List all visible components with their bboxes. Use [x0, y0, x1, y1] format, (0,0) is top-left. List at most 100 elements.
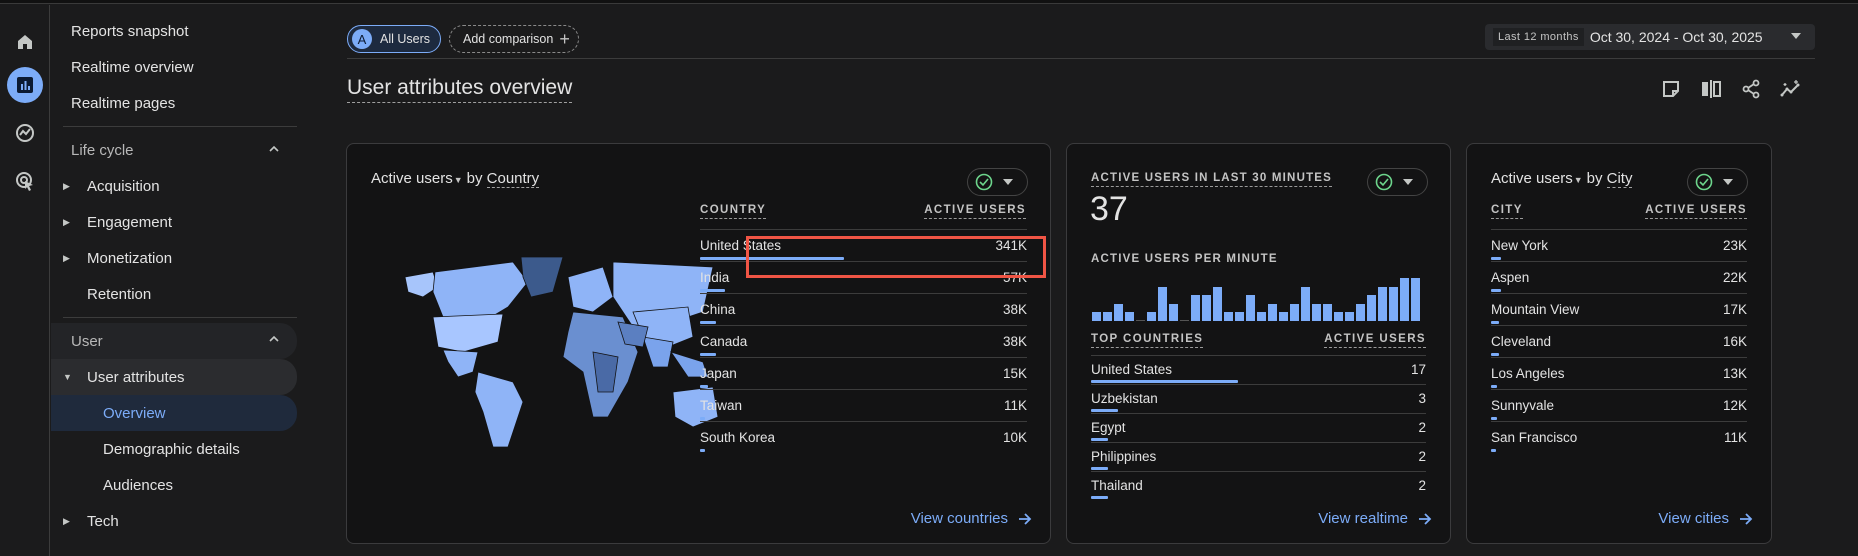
minute-bar[interactable]: [1312, 303, 1321, 321]
nav-monetization[interactable]: ▶ Monetization: [63, 249, 173, 267]
table-row[interactable]: United States 17: [1091, 355, 1426, 384]
minute-bar[interactable]: [1323, 303, 1332, 321]
table-row[interactable]: Los Angeles 13K: [1491, 357, 1747, 389]
dimension-label[interactable]: City: [1606, 170, 1633, 188]
minute-bar[interactable]: [1411, 278, 1420, 321]
table-row[interactable]: Thailand 2: [1091, 471, 1426, 500]
rail-reports[interactable]: [7, 67, 43, 103]
nav-audiences[interactable]: Audiences: [103, 476, 174, 494]
minute-bar[interactable]: [1268, 303, 1277, 321]
rail-explore[interactable]: [7, 115, 43, 151]
rail-advertising[interactable]: [7, 163, 43, 199]
date-range-picker[interactable]: Last 12 months Oct 30, 2024 - Oct 30, 20…: [1485, 24, 1815, 50]
nav-overview[interactable]: Overview: [51, 395, 297, 431]
minute-bar[interactable]: [1169, 303, 1178, 321]
table-row[interactable]: San Francisco 11K: [1491, 421, 1747, 453]
minute-bar[interactable]: [1235, 312, 1244, 321]
minute-bar[interactable]: [1334, 312, 1343, 321]
minute-bar[interactable]: [1147, 312, 1156, 321]
icon-rail: [0, 5, 50, 556]
minute-bar[interactable]: [1356, 303, 1365, 321]
minute-bar[interactable]: [1191, 295, 1200, 321]
table-row[interactable]: China 38K: [700, 293, 1027, 325]
collapse-arrow-icon: ▼: [63, 372, 72, 382]
minute-bar[interactable]: [1246, 295, 1255, 321]
insights-button[interactable]: [1778, 76, 1804, 102]
realtime-title[interactable]: ACTIVE USERS IN LAST 30 MINUTES: [1091, 172, 1333, 187]
metric-selector[interactable]: Active users: [1491, 170, 1573, 187]
table-row[interactable]: Egypt 2: [1091, 413, 1426, 442]
minute-bar[interactable]: [1180, 320, 1189, 321]
world-map[interactable]: [403, 252, 723, 452]
nav-realtime-pages[interactable]: Realtime pages: [71, 94, 176, 112]
minute-bar[interactable]: [1158, 286, 1167, 321]
nav-acquisition[interactable]: ▶ Acquisition: [63, 177, 160, 195]
data-quality-button[interactable]: [1687, 168, 1748, 196]
table-row[interactable]: Cleveland 16K: [1491, 325, 1747, 357]
minute-bar[interactable]: [1279, 312, 1288, 321]
minute-bar[interactable]: [1367, 295, 1376, 321]
rail-home[interactable]: [7, 24, 43, 60]
compare-button[interactable]: [1698, 76, 1724, 102]
minute-bar[interactable]: [1114, 303, 1123, 321]
metric-selector[interactable]: Active users: [371, 170, 453, 187]
data-quality-button[interactable]: [1367, 168, 1428, 196]
note-button[interactable]: [1658, 76, 1684, 102]
col-top-countries[interactable]: TOP COUNTRIES: [1091, 333, 1204, 348]
view-realtime-link[interactable]: View realtime: [1318, 510, 1432, 527]
nav-realtime-overview[interactable]: Realtime overview: [71, 58, 194, 76]
value-bar: [1091, 496, 1108, 499]
minute-bar[interactable]: [1213, 286, 1222, 321]
minute-bar[interactable]: [1389, 286, 1398, 321]
minute-bar[interactable]: [1257, 312, 1266, 321]
minute-bar[interactable]: [1400, 278, 1409, 321]
table-row[interactable]: Sunnyvale 12K: [1491, 389, 1747, 421]
add-comparison-button[interactable]: Add comparison +: [449, 25, 579, 53]
page-title[interactable]: User attributes overview: [347, 76, 573, 103]
per-minute-chart[interactable]: [1092, 277, 1420, 321]
col-active-users[interactable]: ACTIVE USERS: [1645, 204, 1747, 219]
col-active-users[interactable]: ACTIVE USERS: [924, 204, 1026, 219]
caret-down-icon[interactable]: ▼: [453, 175, 463, 185]
minute-bar[interactable]: [1345, 312, 1354, 321]
minute-bar[interactable]: [1125, 312, 1134, 321]
table-row[interactable]: United States 341K: [700, 229, 1027, 261]
minute-bar[interactable]: [1290, 303, 1299, 321]
data-quality-button[interactable]: [967, 168, 1028, 196]
minute-bar[interactable]: [1136, 320, 1145, 321]
nav-retention[interactable]: Retention: [87, 285, 152, 303]
table-row[interactable]: South Korea 10K: [700, 421, 1027, 453]
table-row[interactable]: Japan 15K: [700, 357, 1027, 389]
segment-chip-all-users[interactable]: A All Users: [347, 25, 441, 53]
view-countries-link[interactable]: View countries: [911, 510, 1032, 527]
table-row[interactable]: India 57K: [700, 261, 1027, 293]
share-button[interactable]: [1738, 76, 1764, 102]
dimension-label[interactable]: Country: [486, 170, 540, 188]
caret-down-icon[interactable]: ▼: [1573, 175, 1583, 185]
table-row[interactable]: Taiwan 11K: [700, 389, 1027, 421]
minute-bar[interactable]: [1378, 286, 1387, 321]
top-countries-table: United States 17 Uzbekistan 3 Egypt 2 Phili…: [1091, 355, 1426, 500]
table-row[interactable]: Mountain View 17K: [1491, 293, 1747, 325]
table-row[interactable]: Aspen 22K: [1491, 261, 1747, 293]
nav-user-attributes[interactable]: ▼ User attributes: [51, 359, 297, 395]
nav-reports-snapshot[interactable]: Reports snapshot: [71, 22, 189, 40]
col-active-users[interactable]: ACTIVE USERS: [1324, 333, 1426, 348]
nav-engagement[interactable]: ▶ Engagement: [63, 213, 173, 231]
nav-demographic-details[interactable]: Demographic details: [103, 440, 240, 458]
minute-bar[interactable]: [1103, 312, 1112, 321]
col-country[interactable]: COUNTRY: [700, 204, 767, 219]
nav-section-lifecycle[interactable]: Life cycle: [51, 133, 297, 167]
minute-bar[interactable]: [1224, 312, 1233, 321]
col-city[interactable]: CITY: [1491, 204, 1523, 219]
minute-bar[interactable]: [1301, 286, 1310, 321]
view-cities-link[interactable]: View cities: [1658, 510, 1753, 527]
minute-bar[interactable]: [1092, 312, 1101, 321]
minute-bar[interactable]: [1202, 295, 1211, 321]
table-row[interactable]: Uzbekistan 3: [1091, 384, 1426, 413]
table-row[interactable]: Canada 38K: [700, 325, 1027, 357]
nav-section-user[interactable]: User: [51, 323, 297, 359]
table-row[interactable]: Philippines 2: [1091, 442, 1426, 471]
table-row[interactable]: New York 23K: [1491, 229, 1747, 261]
nav-tech[interactable]: ▶ Tech: [63, 512, 119, 530]
